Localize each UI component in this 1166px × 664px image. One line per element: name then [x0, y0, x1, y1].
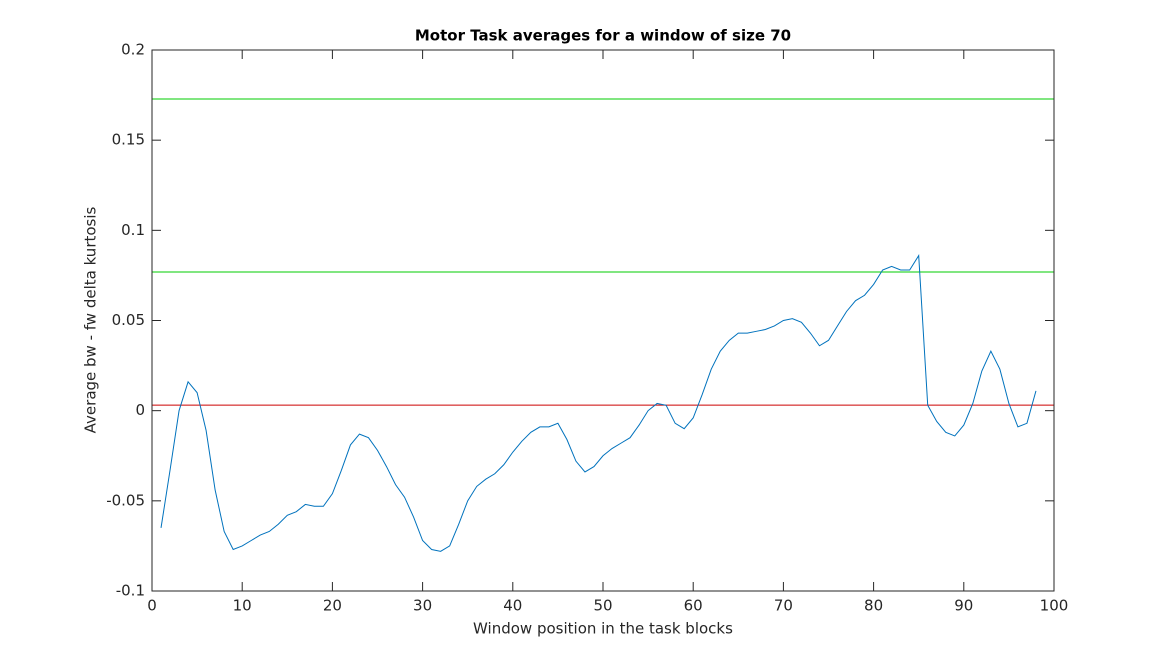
x-tick-label: 0: [147, 597, 157, 615]
y-tick-label: 0.05: [112, 311, 145, 329]
x-tick-label: 50: [593, 597, 612, 615]
x-tick-label: 40: [503, 597, 522, 615]
y-tick-label: 0.15: [112, 131, 145, 149]
y-tick-label: 0.1: [121, 221, 145, 239]
x-tick-label: 70: [774, 597, 793, 615]
x-tick-label: 80: [864, 597, 883, 615]
chart-title: Motor Task averages for a window of size…: [415, 27, 791, 45]
data-line: [160, 253, 1037, 552]
y-tick-label: -0.1: [116, 582, 145, 600]
x-tick-label: 60: [684, 597, 703, 615]
plot-area: [152, 50, 1054, 591]
x-tick-label: 10: [233, 597, 252, 615]
y-tick-label: 0.2: [121, 41, 145, 59]
y-axis-label: Average bw - fw delta kurtosis: [82, 206, 100, 433]
x-tick-label: 20: [323, 597, 342, 615]
y-tick-label: 0: [135, 401, 145, 419]
x-tick-label: 100: [1040, 597, 1069, 615]
x-axis-label: Window position in the task blocks: [473, 620, 733, 638]
x-tick-label: 90: [954, 597, 973, 615]
x-tick-label: 30: [413, 597, 432, 615]
y-tick-label: -0.05: [106, 491, 145, 509]
